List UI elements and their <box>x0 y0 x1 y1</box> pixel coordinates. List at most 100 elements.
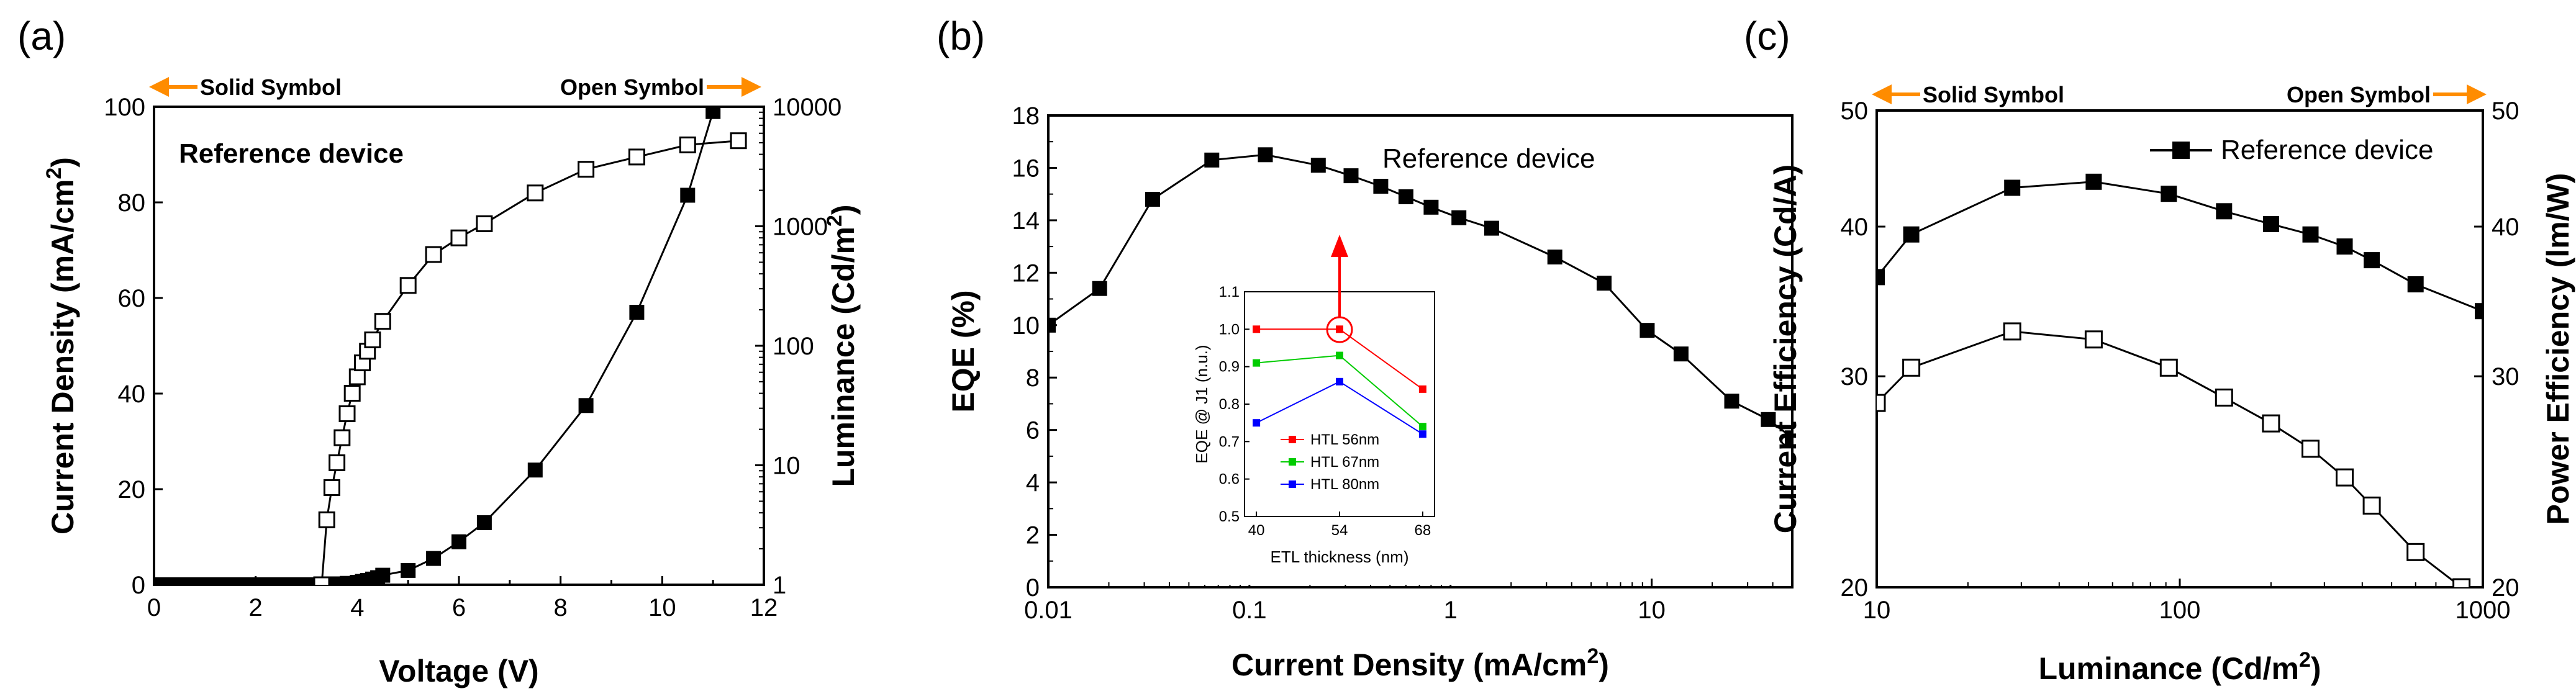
inset-x-tick-label: 54 <box>1331 522 1348 539</box>
current-efficiency-marker <box>2262 215 2279 232</box>
power-efficiency-marker <box>2406 543 2425 561</box>
inset-series-marker <box>1336 377 1343 386</box>
inset-series-marker <box>1253 325 1261 333</box>
highlight-arrow <box>1331 235 1348 317</box>
y-tick-label: 12 <box>1012 259 1040 287</box>
y2-tick-label: 50 <box>2492 97 2519 125</box>
x-tick-label: 1000 <box>2456 597 2511 624</box>
luminance-marker <box>399 277 417 294</box>
eqe-marker <box>1343 168 1359 184</box>
inset-y-tick-label: 1.0 <box>1219 321 1240 338</box>
eqe-marker <box>1547 250 1562 264</box>
inset-series-marker <box>1418 385 1426 393</box>
y-tick-label: 60 <box>118 285 146 312</box>
power-efficiency-marker <box>2003 322 2021 341</box>
x-tick-label: 4 <box>350 594 364 621</box>
eqe-marker <box>1092 281 1107 296</box>
luminance-marker <box>450 229 468 246</box>
y-tick-label: 30 <box>1841 363 1869 390</box>
current-density-marker <box>375 567 391 583</box>
inset-legend-marker <box>1289 480 1296 488</box>
y-tick-label: 6 <box>1026 417 1040 444</box>
x-tick-label: 10 <box>1638 597 1666 624</box>
y-tick-label: 16 <box>1012 155 1040 182</box>
power-efficiency-marker <box>1877 394 1886 412</box>
x-tick-label: 2 <box>249 594 263 621</box>
y-tick-label: 20 <box>1841 574 1869 602</box>
x-tick-label: 6 <box>452 594 466 621</box>
plot-frame <box>153 106 765 586</box>
luminance-marker <box>313 576 330 585</box>
inset-y-tick-label: 1.1 <box>1219 284 1240 300</box>
current-efficiency-marker <box>2302 226 2319 243</box>
legend-label: Reference device <box>2221 135 2433 165</box>
luminance-marker <box>730 132 747 150</box>
current-efficiency-marker <box>1903 226 1920 243</box>
y-tick-label: 80 <box>118 189 146 217</box>
power-efficiency-marker <box>2336 468 2354 487</box>
eqe-marker <box>1373 179 1389 194</box>
luminance-marker <box>628 148 645 166</box>
inset-x-tick-label: 40 <box>1248 522 1265 539</box>
power-efficiency-marker <box>2084 330 2103 349</box>
inset-series-marker <box>1336 325 1343 333</box>
luminance-marker <box>343 385 361 402</box>
y2-tick-label: 20 <box>2492 574 2519 602</box>
luminance-marker <box>527 184 544 202</box>
eqe-marker <box>1785 430 1792 446</box>
x-axis-label: Current Density (mA/cm2) <box>1231 644 1609 682</box>
right-arrow-label: Open Symbol <box>2287 82 2431 107</box>
inset-y-tick-label: 0.8 <box>1219 396 1240 413</box>
y-axis-label: Current Efficiency (Cd/A) <box>1768 165 1803 534</box>
y-axis-label: EQE (%) <box>946 290 981 412</box>
panel-a: (a) 0 2 4 6 8 10 12 0 20 40 60 80 100 1 10 100 1000 10000… <box>17 14 861 688</box>
inset-y-tick-label: 0.7 <box>1219 433 1240 450</box>
annotation: Reference device <box>1382 143 1595 174</box>
y2-tick-label: 1 <box>773 572 786 599</box>
x-tick-label: 10 <box>1863 597 1891 624</box>
luminance-marker <box>329 454 346 471</box>
right-arrow-label: Open Symbol <box>560 74 704 100</box>
inset-x-tick-label: 68 <box>1415 522 1431 539</box>
power-efficiency-marker <box>1902 358 1921 377</box>
current-density-marker <box>401 562 416 578</box>
x-tick-label: 0 <box>147 594 161 621</box>
y-tick-label: 18 <box>1012 102 1040 130</box>
current-efficiency-marker <box>2161 186 2177 202</box>
y-tick-label: 14 <box>1012 207 1040 235</box>
inset-legend-label: HTL 80nm <box>1310 476 1379 493</box>
right-arrow <box>2433 84 2487 104</box>
luminance-marker <box>578 161 595 178</box>
inset-y-tick-label: 0.6 <box>1219 471 1240 488</box>
inset-y-tick-label: 0.5 <box>1219 508 1240 525</box>
current-efficiency-marker <box>1877 269 1885 286</box>
x-tick-label: 0.01 <box>1024 597 1073 624</box>
eqe-marker <box>1204 152 1220 168</box>
luminance-line <box>320 140 739 585</box>
y2-tick-label: 30 <box>2492 363 2519 390</box>
luminance-marker <box>333 429 351 446</box>
left-arrow <box>149 77 197 97</box>
x-tick-label: 100 <box>2159 597 2201 624</box>
y-tick-label: 0 <box>1026 574 1040 602</box>
luminance-marker <box>318 511 335 528</box>
eqe-marker <box>1484 220 1499 236</box>
x-tick-label: 0.1 <box>1232 597 1267 624</box>
x-tick-label: 1 <box>1444 597 1458 624</box>
current-efficiency-marker <box>2085 173 2102 190</box>
eqe-marker <box>1451 210 1467 225</box>
panel-label: (a) <box>17 14 66 58</box>
y2-axis-label: Luminance (Cd/m2) <box>823 204 861 487</box>
y-tick-label: 40 <box>1841 214 1869 241</box>
y-tick-label: 100 <box>104 94 145 121</box>
current-efficiency-line <box>1877 181 2483 312</box>
luminance-marker <box>374 313 391 330</box>
left-arrow-label: Solid Symbol <box>200 74 342 100</box>
left-arrow <box>1872 84 1920 104</box>
highlight-circle <box>1326 316 1353 343</box>
y-tick-label: 2 <box>1026 522 1040 549</box>
inset-x-label: ETL thickness (nm) <box>1271 548 1409 566</box>
inset-series-marker <box>1336 351 1343 359</box>
luminance-marker <box>425 246 442 263</box>
y2-tick-label: 100 <box>773 333 814 360</box>
